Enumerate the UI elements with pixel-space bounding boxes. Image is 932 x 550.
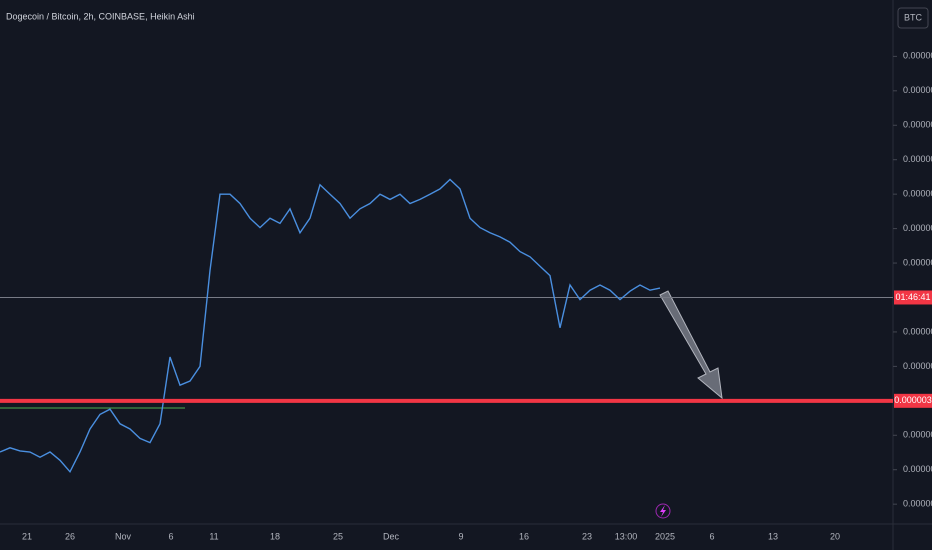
y-tick-label: 0.000005	[903, 189, 932, 199]
y-tick-label: 0.000004	[903, 257, 932, 267]
x-tick-label: 13:00	[615, 531, 638, 541]
y-tick-label: 0.000002	[903, 464, 932, 474]
chart-title: Dogecoin / Bitcoin, 2h, COINBASE, Heikin…	[6, 11, 195, 21]
x-tick-label: 21	[22, 531, 32, 541]
x-tick-label: 20	[830, 531, 840, 541]
x-tick-label: 9	[458, 531, 463, 541]
currency-button[interactable]	[897, 7, 929, 29]
y-tick-label: 0.000004	[903, 223, 932, 233]
y-tick-label: 0.000003	[903, 326, 932, 336]
x-tick-label: Dec	[383, 531, 400, 541]
x-tick-label: 2025	[655, 531, 675, 541]
level-label: 0.000003	[894, 395, 932, 405]
forecast-arrow	[659, 290, 723, 400]
x-tick-label: 13	[768, 531, 778, 541]
y-tick-label: 0.000005	[903, 154, 932, 164]
y-tick-label: 0.000002	[903, 499, 932, 509]
y-tick-label: 0.000002	[903, 430, 932, 440]
x-tick-label: 11	[209, 531, 218, 541]
x-tick-label: 25	[333, 531, 343, 541]
x-tick-label: Nov	[115, 531, 132, 541]
level-box	[894, 393, 932, 408]
x-tick-label: 23	[582, 531, 592, 541]
y-tick-label: 0.000006	[903, 51, 932, 61]
countdown-box	[894, 290, 932, 305]
y-tick-label: 0.000006	[903, 85, 932, 95]
x-tick-label: 6	[168, 531, 173, 541]
x-tick-label: 26	[65, 531, 75, 541]
y-tick-label: 0.000005	[903, 120, 932, 130]
y-tick-label: 0.000003	[903, 361, 932, 371]
lightning-icon[interactable]	[655, 503, 671, 519]
x-tick-label: 6	[709, 531, 714, 541]
price-series	[0, 178, 661, 474]
x-tick-label: 16	[519, 531, 529, 541]
x-tick-label: 18	[270, 531, 280, 541]
currency-label[interactable]: BTC	[904, 12, 923, 22]
countdown-label: 01:46:41	[895, 292, 930, 302]
